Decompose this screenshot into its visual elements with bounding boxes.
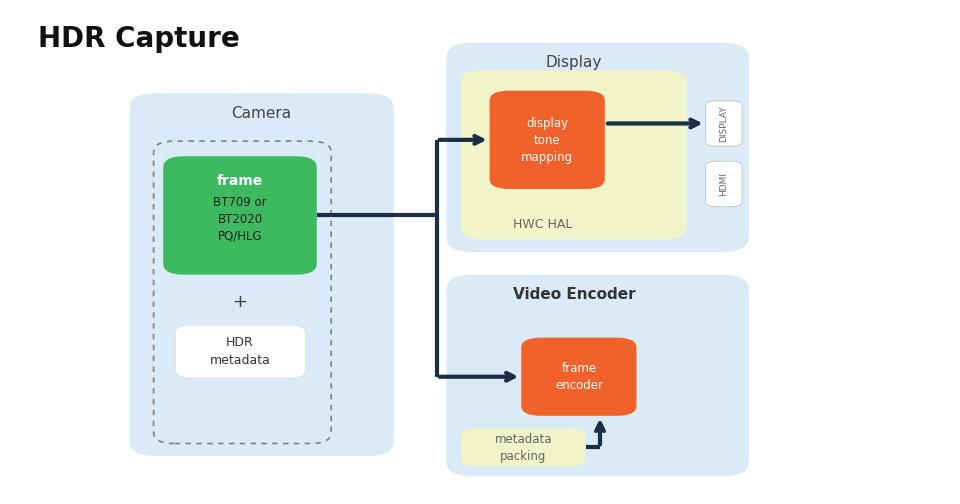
Text: display
tone
mapping: display tone mapping (521, 116, 573, 164)
FancyBboxPatch shape (163, 156, 317, 275)
FancyBboxPatch shape (461, 428, 586, 466)
FancyBboxPatch shape (461, 71, 686, 239)
Text: HDR
metadata: HDR metadata (209, 336, 271, 367)
Text: metadata
packing: metadata packing (494, 432, 552, 463)
Text: Camera: Camera (231, 106, 291, 121)
FancyBboxPatch shape (706, 101, 742, 146)
FancyBboxPatch shape (446, 43, 749, 252)
FancyBboxPatch shape (446, 275, 749, 476)
Text: HDR Capture: HDR Capture (38, 25, 240, 53)
Text: BT709 or
BT2020
PQ/HLG: BT709 or BT2020 PQ/HLG (213, 196, 267, 243)
FancyBboxPatch shape (130, 93, 394, 456)
FancyBboxPatch shape (521, 338, 636, 416)
Text: Video Encoder: Video Encoder (513, 287, 636, 302)
Text: DISPLAY: DISPLAY (719, 105, 729, 142)
Text: HDMI: HDMI (719, 172, 729, 196)
Text: frame: frame (217, 174, 263, 188)
Text: frame
encoder: frame encoder (555, 362, 603, 392)
Text: +: + (232, 293, 248, 311)
FancyBboxPatch shape (706, 161, 742, 207)
FancyBboxPatch shape (176, 325, 305, 378)
FancyBboxPatch shape (490, 91, 605, 189)
Text: Display: Display (546, 55, 602, 71)
Text: HWC HAL: HWC HAL (513, 218, 572, 231)
